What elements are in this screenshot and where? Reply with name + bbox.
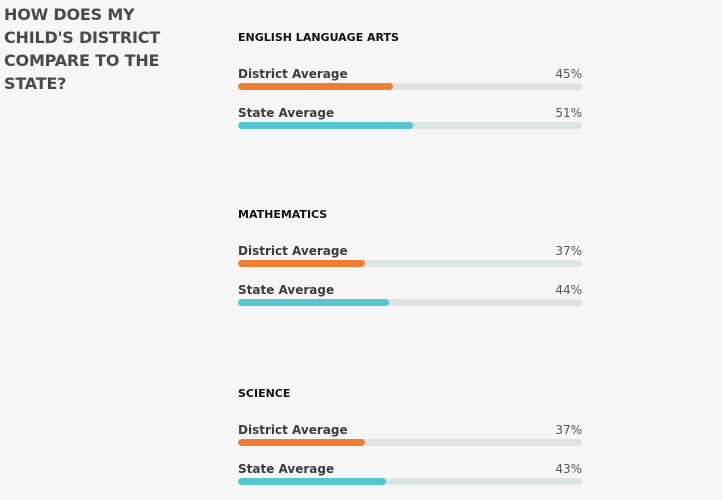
page-heading: HOW DOES MY CHILD'S DISTRICT COMPARE TO … bbox=[4, 5, 160, 93]
subject-science: SCIENCE District Average 37% State Avera… bbox=[238, 387, 582, 485]
district-average-label: District Average bbox=[238, 244, 348, 258]
subject-english-language-arts: ENGLISH LANGUAGE ARTS District Average 4… bbox=[238, 31, 582, 129]
subject-title: SCIENCE bbox=[238, 387, 291, 400]
district-average-row: District Average 37% bbox=[238, 423, 582, 447]
state-average-bar-fill bbox=[238, 299, 390, 306]
state-average-bar-fill bbox=[238, 478, 386, 485]
state-average-bar-fill bbox=[238, 122, 414, 129]
state-average-row: State Average 43% bbox=[238, 462, 582, 486]
subject-title: MATHEMATICS bbox=[238, 208, 328, 221]
state-average-row: State Average 44% bbox=[238, 283, 582, 307]
subject-title: ENGLISH LANGUAGE ARTS bbox=[238, 31, 399, 44]
state-average-bar bbox=[238, 122, 582, 129]
district-average-bar bbox=[238, 439, 582, 446]
state-average-value: 43% bbox=[555, 462, 582, 476]
state-average-label: State Average bbox=[238, 462, 335, 476]
district-average-value: 37% bbox=[555, 423, 582, 437]
state-average-bar bbox=[238, 478, 582, 485]
district-average-bar bbox=[238, 83, 582, 90]
state-average-label: State Average bbox=[238, 283, 335, 297]
district-average-row: District Average 45% bbox=[238, 67, 582, 91]
state-average-bar bbox=[238, 299, 582, 306]
district-average-value: 37% bbox=[555, 244, 582, 258]
district-average-bar-fill bbox=[238, 83, 393, 90]
district-average-bar-fill bbox=[238, 260, 366, 267]
district-average-bar-fill bbox=[238, 439, 366, 446]
district-average-value: 45% bbox=[555, 67, 582, 81]
district-average-label: District Average bbox=[238, 67, 348, 81]
district-average-label: District Average bbox=[238, 423, 348, 437]
subject-mathematics: MATHEMATICS District Average 37% State A… bbox=[238, 208, 582, 306]
state-average-label: State Average bbox=[238, 106, 335, 120]
state-average-value: 44% bbox=[555, 283, 582, 297]
district-average-bar bbox=[238, 260, 582, 267]
state-average-row: State Average 51% bbox=[238, 106, 582, 130]
district-average-row: District Average 37% bbox=[238, 244, 582, 268]
state-average-value: 51% bbox=[555, 106, 582, 120]
